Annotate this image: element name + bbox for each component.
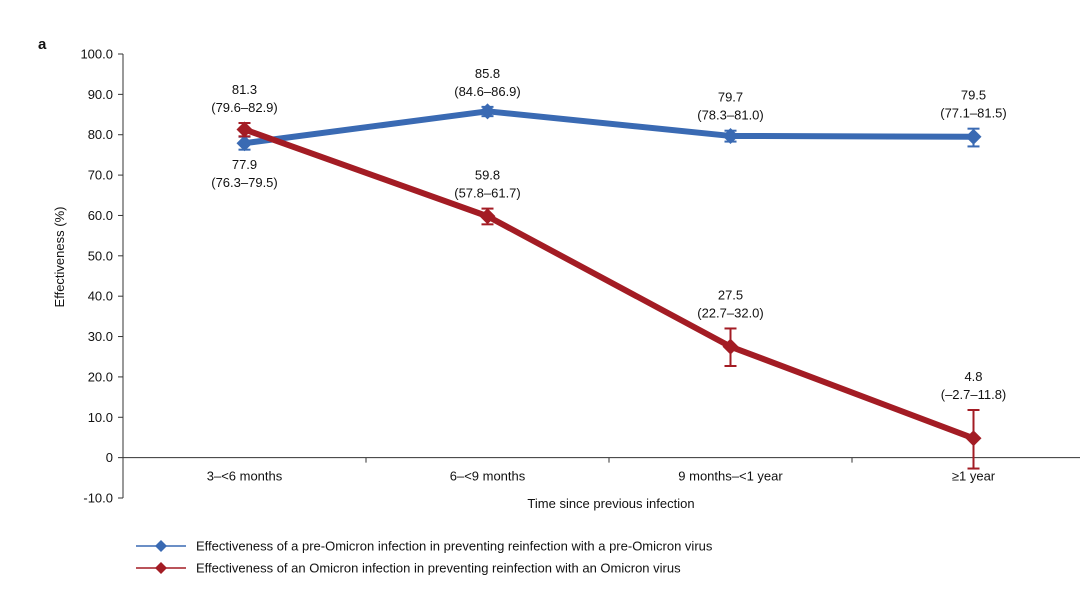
data-label-value: 85.8	[475, 66, 500, 81]
data-label-ci: (78.3–81.0)	[697, 108, 764, 123]
data-label-ci: (79.6–82.9)	[211, 100, 278, 115]
y-tick-label: 10.0	[88, 410, 113, 425]
data-label-ci: (76.3–79.5)	[211, 175, 278, 190]
y-tick-label: 60.0	[88, 208, 113, 223]
y-tick-label: 90.0	[88, 87, 113, 102]
panel-label: a	[38, 36, 47, 53]
data-label-value: 81.3	[232, 82, 257, 97]
data-label-ci: (84.6–86.9)	[454, 84, 521, 99]
x-tick-label: 6–<9 months	[450, 469, 526, 484]
data-point-marker	[722, 338, 739, 355]
x-tick-label: 3–<6 months	[207, 469, 283, 484]
x-axis-title: Time since previous infection	[527, 496, 694, 511]
x-axis: 3–<6 months 6–<9 months 9 months–<1 year ≥1…	[123, 457, 1080, 484]
data-point-marker	[479, 208, 496, 225]
data-point-marker	[965, 430, 982, 447]
y-tick-label: 0	[106, 450, 113, 465]
y-tick-label: 40.0	[88, 289, 113, 304]
legend-item: Effectiveness of an Omicron infection in…	[136, 561, 681, 576]
x-tick-label: 9 months–<1 year	[678, 469, 783, 484]
legend-label: Effectiveness of a pre-Omicron infection…	[196, 539, 713, 554]
y-tick-label: 20.0	[88, 369, 113, 384]
data-label-value: 4.8	[964, 369, 982, 384]
data-label-value: 79.7	[718, 90, 743, 105]
data-point-marker	[236, 135, 253, 152]
data-label-value: 79.5	[961, 88, 986, 103]
series-line	[241, 108, 977, 147]
series-layer	[236, 103, 982, 470]
legend-swatch-marker	[155, 540, 167, 552]
y-tick-label: 30.0	[88, 329, 113, 344]
data-point-marker	[722, 127, 739, 144]
legend: Effectiveness of a pre-Omicron infection…	[136, 539, 713, 576]
y-axis-title: Effectiveness (%)	[52, 207, 67, 308]
series-2	[236, 121, 982, 470]
series-line	[241, 126, 977, 442]
series-1	[236, 103, 982, 152]
data-label-ci: (22.7–32.0)	[697, 305, 764, 320]
y-axis: 100.0 90.0 80.0 70.0 60.0 50.0 40.0 30.0 20.0 10.…	[80, 47, 124, 506]
x-tick-label: ≥1 year	[952, 469, 996, 484]
data-label-ci: (–2.7–11.8)	[941, 387, 1007, 402]
legend-swatch-marker	[155, 562, 167, 574]
y-tick-label: 70.0	[88, 168, 113, 183]
data-point-marker	[479, 103, 496, 120]
data-label-value: 77.9	[232, 157, 257, 172]
y-tick-label: 80.0	[88, 127, 113, 142]
data-label-ci: (57.8–61.7)	[454, 186, 521, 201]
data-label-ci: (77.1–81.5)	[940, 106, 1007, 121]
legend-item: Effectiveness of a pre-Omicron infection…	[136, 539, 713, 554]
data-label-layer: 77.9 (76.3–79.5) 85.8 (84.6–86.9) 79.7 (78.3–…	[211, 66, 1007, 402]
data-point-marker	[236, 121, 253, 138]
data-point-marker	[965, 128, 982, 145]
y-tick-label: 50.0	[88, 248, 113, 263]
y-tick-label: -10.0	[83, 491, 113, 506]
legend-label: Effectiveness of an Omicron infection in…	[196, 561, 681, 576]
data-label-value: 27.5	[718, 287, 743, 302]
y-tick-label: 100.0	[80, 47, 113, 62]
data-label-value: 59.8	[475, 168, 500, 183]
